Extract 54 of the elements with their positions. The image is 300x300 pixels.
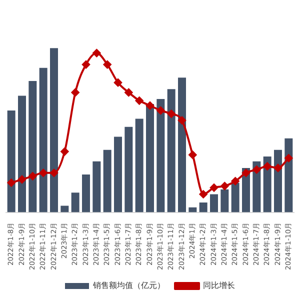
point	[252, 166, 261, 174]
point	[7, 178, 16, 187]
bar	[50, 48, 58, 212]
bar	[18, 96, 26, 212]
bar	[263, 156, 272, 212]
bar	[82, 174, 90, 212]
bar	[92, 161, 101, 212]
bar	[135, 118, 144, 212]
point	[124, 88, 133, 96]
point	[178, 116, 186, 124]
point	[156, 106, 165, 115]
legend-label: 销售额均值（亿元）	[92, 281, 165, 290]
point	[114, 78, 122, 87]
point	[82, 60, 90, 69]
point	[18, 175, 26, 184]
bar	[274, 150, 282, 212]
bar	[103, 150, 112, 212]
point	[284, 154, 293, 162]
point	[274, 164, 282, 172]
point	[60, 148, 69, 156]
point	[28, 172, 37, 180]
bar	[220, 189, 229, 212]
bar	[39, 68, 48, 212]
bar	[178, 78, 186, 212]
point	[71, 88, 80, 96]
point	[220, 182, 229, 190]
point	[135, 96, 144, 105]
point	[199, 190, 208, 198]
bar	[188, 207, 197, 212]
point	[188, 150, 197, 159]
bar	[156, 99, 165, 212]
bar	[146, 104, 154, 212]
bar	[71, 192, 80, 212]
point	[231, 177, 240, 186]
bar	[199, 202, 208, 212]
bar	[284, 138, 293, 212]
point	[242, 168, 250, 177]
bar	[124, 126, 133, 212]
bar	[210, 194, 218, 212]
point	[263, 162, 272, 170]
point	[50, 168, 58, 177]
bar	[7, 110, 16, 212]
bar	[167, 89, 176, 212]
legend-label: 同比增长	[203, 281, 235, 290]
bar	[114, 136, 122, 212]
bar	[28, 80, 37, 212]
point	[167, 110, 176, 118]
point	[210, 184, 218, 192]
bar	[60, 206, 69, 212]
point	[92, 49, 101, 58]
point	[146, 102, 154, 110]
point	[103, 60, 112, 69]
bar	[231, 182, 240, 212]
point	[39, 168, 48, 177]
